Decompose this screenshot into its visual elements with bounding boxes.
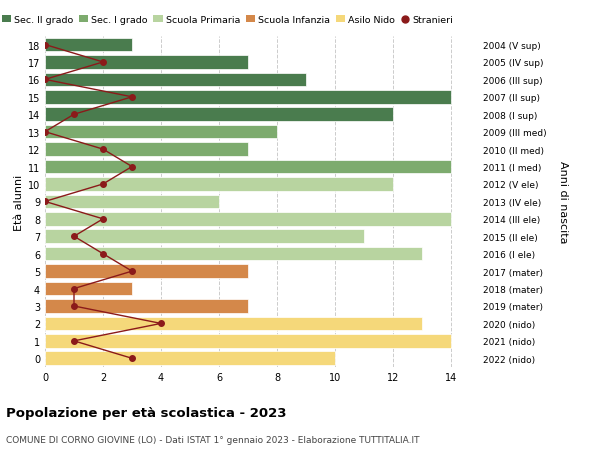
- Bar: [45, 195, 219, 209]
- Bar: [45, 213, 451, 226]
- Bar: [45, 56, 248, 70]
- Bar: [45, 178, 393, 191]
- Bar: [45, 91, 451, 104]
- Bar: [45, 247, 422, 261]
- Y-axis label: Età alunni: Età alunni: [14, 174, 23, 230]
- Legend: Sec. II grado, Sec. I grado, Scuola Primaria, Scuola Infanzia, Asilo Nido, Stran: Sec. II grado, Sec. I grado, Scuola Prim…: [0, 12, 457, 29]
- Bar: [45, 73, 306, 87]
- Bar: [45, 230, 364, 244]
- Bar: [45, 126, 277, 139]
- Bar: [45, 317, 422, 330]
- Y-axis label: Anni di nascita: Anni di nascita: [557, 161, 568, 243]
- Bar: [45, 352, 335, 365]
- Bar: [45, 39, 132, 52]
- Bar: [45, 334, 451, 348]
- Bar: [45, 143, 248, 157]
- Bar: [45, 300, 248, 313]
- Bar: [45, 160, 451, 174]
- Bar: [45, 108, 393, 122]
- Text: COMUNE DI CORNO GIOVINE (LO) - Dati ISTAT 1° gennaio 2023 - Elaborazione TUTTITA: COMUNE DI CORNO GIOVINE (LO) - Dati ISTA…: [6, 435, 419, 444]
- Text: Popolazione per età scolastica - 2023: Popolazione per età scolastica - 2023: [6, 406, 287, 419]
- Bar: [45, 265, 248, 278]
- Bar: [45, 282, 132, 296]
